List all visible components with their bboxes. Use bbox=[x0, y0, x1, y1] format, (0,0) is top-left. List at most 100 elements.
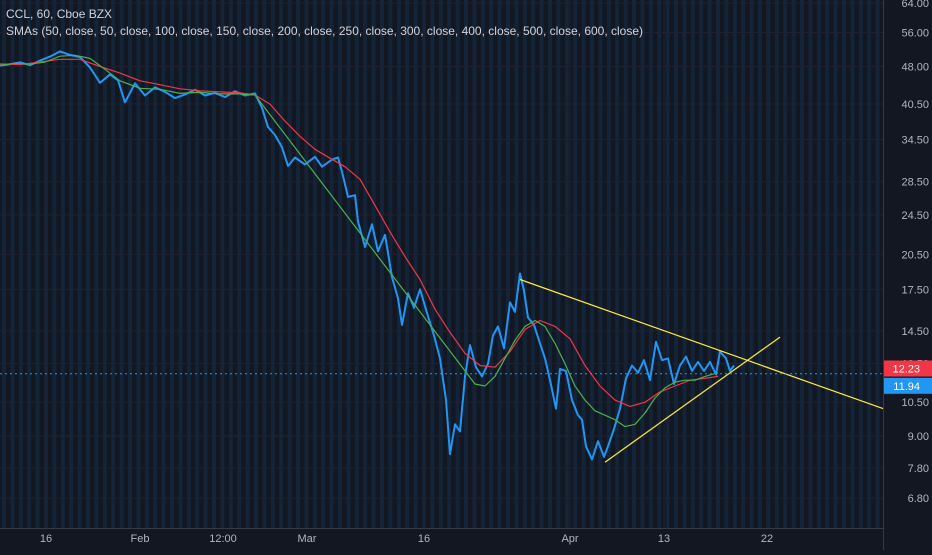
session-stripe bbox=[178, 0, 183, 528]
session-stripe bbox=[304, 0, 309, 528]
y-tick-label: 34.50 bbox=[901, 134, 929, 146]
session-stripe bbox=[279, 0, 284, 528]
session-stripe bbox=[724, 0, 729, 528]
session-stripe bbox=[396, 0, 401, 528]
last-price-badge bbox=[884, 360, 932, 377]
session-stripe bbox=[363, 0, 368, 528]
x-tick-label: 12:00 bbox=[209, 533, 237, 545]
session-stripe bbox=[774, 0, 779, 528]
session-stripe bbox=[800, 0, 804, 528]
y-tick-label: 64.00 bbox=[901, 0, 929, 10]
session-stripe bbox=[405, 0, 410, 528]
series-sma_fast bbox=[0, 54, 719, 428]
session-stripe bbox=[69, 0, 74, 528]
session-stripe bbox=[665, 0, 670, 528]
series-trendline bbox=[519, 278, 884, 410]
session-stripe bbox=[128, 0, 132, 528]
session-stripe bbox=[749, 0, 754, 528]
session-stripe bbox=[346, 0, 351, 528]
session-stripe bbox=[270, 0, 275, 528]
series-sma_slow bbox=[0, 58, 719, 407]
session-stripe bbox=[598, 0, 603, 528]
y-tick-label: 48.00 bbox=[901, 62, 929, 74]
session-stripe bbox=[707, 0, 712, 528]
session-stripe bbox=[791, 0, 796, 528]
y-tick-label: 9.00 bbox=[908, 431, 929, 443]
session-stripe bbox=[111, 0, 116, 528]
session-stripe bbox=[858, 0, 863, 528]
session-stripe bbox=[808, 0, 813, 528]
session-stripe bbox=[816, 0, 821, 528]
session-stripe bbox=[657, 0, 662, 528]
series-price bbox=[0, 50, 735, 461]
session-stripe bbox=[413, 0, 418, 528]
session-stripe bbox=[153, 0, 158, 528]
session-stripe bbox=[447, 0, 452, 528]
session-stripe bbox=[430, 0, 435, 528]
session-stripe bbox=[60, 0, 65, 528]
session-stripe bbox=[732, 0, 737, 528]
x-tick-label: 13 bbox=[658, 533, 670, 545]
session-stripe bbox=[228, 0, 233, 528]
session-stripe bbox=[380, 0, 384, 528]
session-stripe bbox=[254, 0, 258, 528]
x-tick-label: Apr bbox=[561, 533, 578, 545]
x-tick-label: Feb bbox=[131, 533, 150, 545]
session-stripe bbox=[741, 0, 746, 528]
session-stripe bbox=[766, 0, 771, 528]
x-tick-label: 22 bbox=[761, 533, 773, 545]
session-stripe bbox=[321, 0, 326, 528]
session-stripe bbox=[464, 0, 468, 528]
session-stripe bbox=[455, 0, 460, 528]
current-price-label: 11.94 bbox=[893, 381, 920, 393]
session-stripe bbox=[237, 0, 242, 528]
session-stripes bbox=[2, 0, 880, 528]
session-stripe bbox=[170, 0, 174, 528]
y-tick-label: 17.50 bbox=[901, 284, 929, 296]
last-price-label: 12.23 bbox=[892, 364, 920, 376]
session-stripe bbox=[623, 0, 628, 528]
session-stripe bbox=[18, 0, 23, 528]
y-tick-label: 40.50 bbox=[901, 99, 929, 111]
session-stripe bbox=[564, 0, 569, 528]
session-stripe bbox=[850, 0, 855, 528]
y-axis-panel bbox=[883, 0, 932, 550]
session-stripe bbox=[329, 0, 334, 528]
session-stripe bbox=[245, 0, 250, 528]
session-stripe bbox=[220, 0, 225, 528]
session-stripe bbox=[556, 0, 561, 528]
session-stripe bbox=[354, 0, 359, 528]
session-stripe bbox=[262, 0, 267, 528]
session-stripe bbox=[203, 0, 208, 528]
session-stripe bbox=[312, 0, 317, 528]
session-stripe bbox=[338, 0, 342, 528]
session-stripe bbox=[497, 0, 502, 528]
x-axis-panel bbox=[0, 528, 883, 550]
y-tick-label: 20.50 bbox=[901, 249, 929, 261]
y-tick-label: 28.50 bbox=[901, 177, 929, 189]
session-stripe bbox=[674, 0, 678, 528]
session-stripe bbox=[690, 0, 695, 528]
session-stripe bbox=[615, 0, 620, 528]
session-stripe bbox=[195, 0, 200, 528]
session-stripe bbox=[161, 0, 166, 528]
session-stripe bbox=[758, 0, 762, 528]
session-stripe bbox=[573, 0, 578, 528]
session-stripe bbox=[472, 0, 477, 528]
session-stripe bbox=[606, 0, 611, 528]
grid-lines bbox=[0, 0, 883, 528]
session-stripe bbox=[27, 0, 32, 528]
session-stripe bbox=[833, 0, 838, 528]
session-stripe bbox=[86, 0, 90, 528]
session-stripe bbox=[2, 0, 6, 528]
session-stripe bbox=[539, 0, 544, 528]
session-stripe bbox=[52, 0, 57, 528]
session-stripe bbox=[94, 0, 99, 528]
x-tick-label: 16 bbox=[418, 533, 430, 545]
session-stripe bbox=[783, 0, 788, 528]
y-tick-label: 24.50 bbox=[901, 210, 929, 222]
session-stripe bbox=[514, 0, 519, 528]
session-stripe bbox=[632, 0, 636, 528]
